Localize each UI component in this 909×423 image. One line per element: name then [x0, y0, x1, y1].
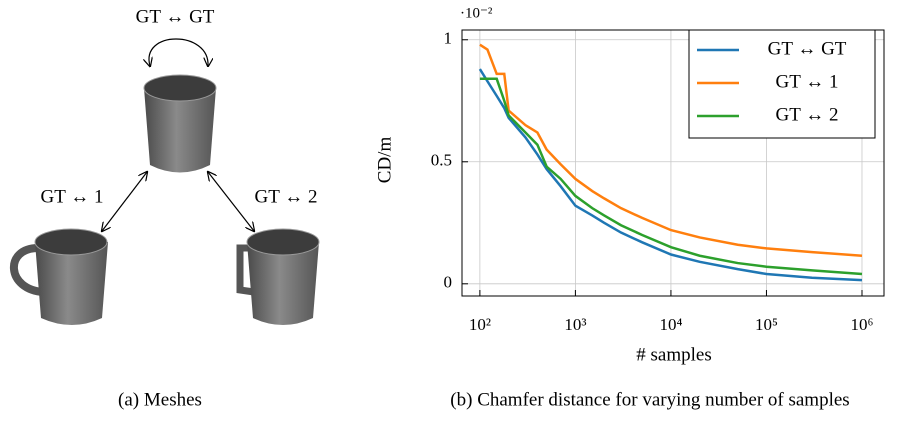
- meshes: GT ↔ GT GT ↔ 1 GT ↔ 2 (a) Meshes: [9, 6, 320, 410]
- caption: (b) Chamfer distance for varying number …: [450, 389, 849, 410]
- mug-top: [143, 74, 217, 173]
- y-tick-label: 0: [444, 273, 453, 292]
- x-tick-label: 10⁶: [851, 315, 874, 334]
- legend-label: GT ↔ GT: [768, 38, 847, 59]
- arrow: [208, 172, 254, 231]
- x-tick-label: 10⁴: [659, 315, 682, 334]
- line-series: [479, 43, 863, 257]
- x-axis-label: # samples: [636, 344, 711, 365]
- legend-label: GT ↔ 2: [776, 104, 839, 125]
- caption: (a) Meshes: [118, 389, 202, 410]
- line-series: [478, 68, 863, 282]
- x-tick-label: 10³: [564, 315, 586, 334]
- mug-2: [236, 228, 320, 325]
- chart: (b) Chamfer distance for varying number …: [374, 5, 885, 410]
- mesh-label: GT ↔ 2: [255, 186, 318, 207]
- mug-1: [9, 228, 108, 325]
- y-scale-label: ·10⁻²: [460, 5, 493, 21]
- arrow: [102, 172, 147, 231]
- line-series: [479, 77, 863, 276]
- legend-label: GT ↔ 1: [776, 71, 839, 92]
- y-tick-label: 0.5: [431, 151, 452, 170]
- arrow: [149, 38, 208, 66]
- mesh-label: GT ↔ GT: [136, 6, 215, 27]
- mesh-label: GT ↔ 1: [41, 186, 104, 207]
- y-axis-label: CD/m: [374, 137, 395, 184]
- plot-frame: [461, 29, 885, 297]
- x-tick-label: 10²: [469, 315, 491, 334]
- x-tick-label: 10⁵: [755, 315, 778, 334]
- y-tick-label: 1: [444, 29, 453, 48]
